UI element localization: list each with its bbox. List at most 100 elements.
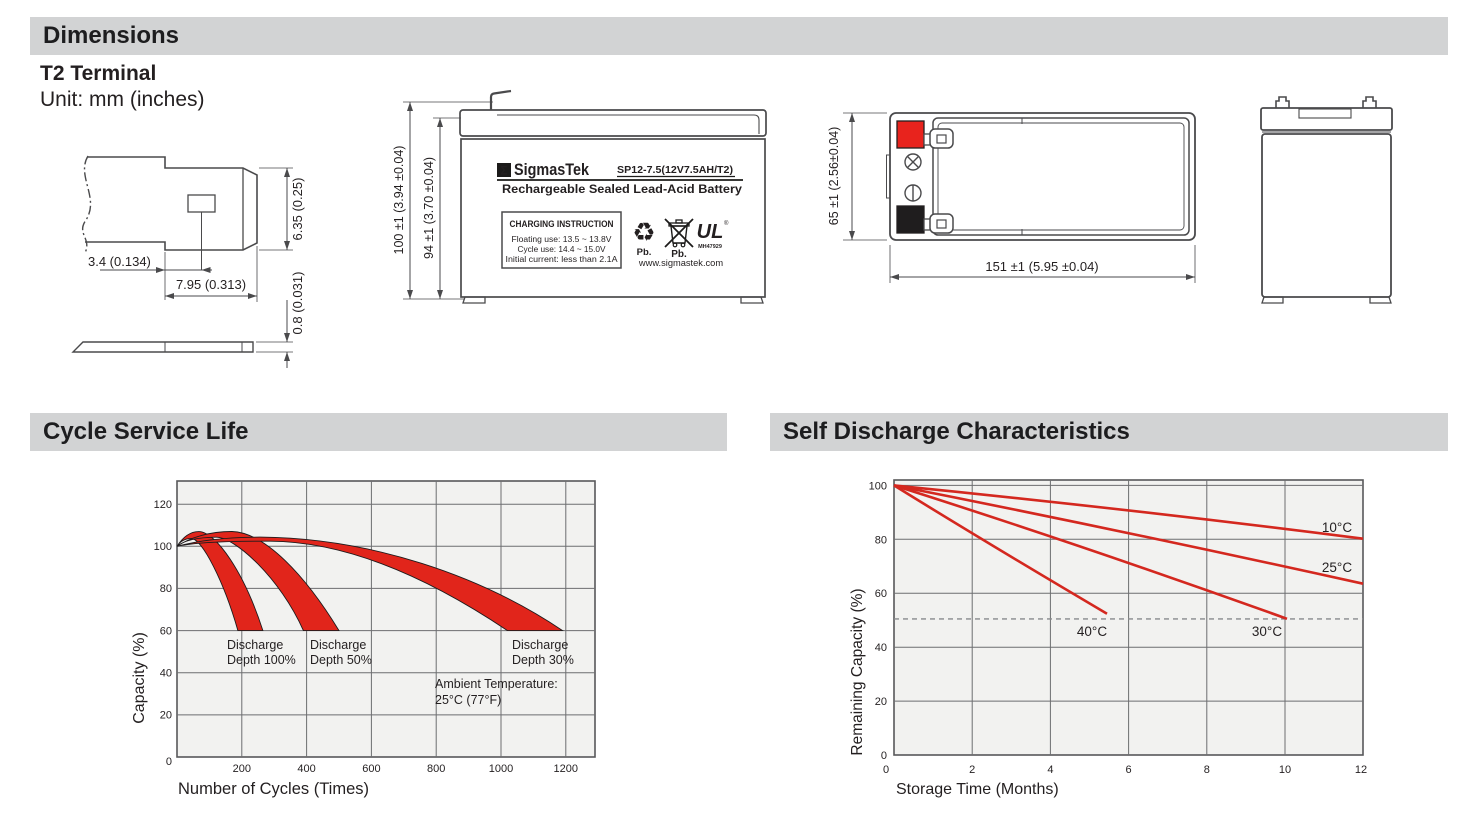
svg-text:Depth 100%: Depth 100% xyxy=(227,653,296,667)
svg-text:100: 100 xyxy=(869,480,887,492)
svg-text:600: 600 xyxy=(362,763,380,775)
ul-mark-icon: UL xyxy=(697,221,724,243)
case-inner-rim-2 xyxy=(937,122,1185,231)
pb-recycle-label: Pb. xyxy=(637,247,652,258)
pb-bin-label: Pb. xyxy=(671,249,687,260)
svg-text:40: 40 xyxy=(875,642,887,654)
svg-text:80: 80 xyxy=(875,534,887,546)
svg-text:1000: 1000 xyxy=(489,763,513,775)
charging-line-3: Initial current: less than 2.1A xyxy=(506,254,618,264)
terminal-tab xyxy=(489,89,512,110)
crossed-bin-icon xyxy=(664,218,694,248)
svg-text:120: 120 xyxy=(154,499,172,511)
battery-front-view: 100 ±1 (3.94 ±0.04) 94 ±1 (3.70 ±0.04) Σ… xyxy=(393,89,767,304)
negative-faston-tab xyxy=(923,213,954,234)
terminal-post-right xyxy=(1362,96,1377,108)
handle-recess xyxy=(1298,108,1352,119)
terminal-side-profile xyxy=(71,341,254,353)
website-url: www.sigmastek.com xyxy=(638,258,723,268)
line-30c xyxy=(893,484,1288,621)
band-labels: Discharge Depth 100% Discharge Depth 50%… xyxy=(227,638,574,667)
dod-50-band xyxy=(176,531,340,632)
temperature-labels: 10°C 25°C 40°C 30°C xyxy=(1077,520,1352,639)
terminal-type-title: T2 Terminal xyxy=(40,62,157,85)
recycle-icon: ♻ xyxy=(632,217,655,247)
break-line xyxy=(81,155,92,254)
arrowhead xyxy=(284,241,290,250)
dim-7-95-label: 7.95 (0.313) xyxy=(176,277,246,292)
dim-3-4-label: 3.4 (0.134) xyxy=(88,254,151,269)
arrowhead xyxy=(248,293,257,299)
charging-line-1: Floating use: 13.5 ~ 13.8V xyxy=(512,234,612,244)
svg-text:60: 60 xyxy=(160,625,172,637)
foot-right xyxy=(1369,296,1392,304)
terminal-post-left xyxy=(1275,96,1290,108)
arrowhead xyxy=(437,118,443,127)
svg-text:2: 2 xyxy=(969,764,975,776)
lid-inner-line xyxy=(497,114,760,134)
x-axis-title: Number of Cycles (Times) xyxy=(178,780,369,798)
y-axis-title: Capacity (%) xyxy=(131,632,148,724)
arrowhead xyxy=(890,274,899,280)
svg-text:Depth 30%: Depth 30% xyxy=(512,653,574,667)
svg-text:20: 20 xyxy=(160,710,172,722)
svg-text:200: 200 xyxy=(233,763,251,775)
svg-text:40: 40 xyxy=(160,668,172,680)
line-40c xyxy=(893,484,1108,615)
charging-line-2: Cycle use: 14.4 ~ 15.0V xyxy=(518,244,606,254)
case-inner-rim xyxy=(932,117,1190,236)
dim-151-label: 151 ±1 (5.95 ±0.04) xyxy=(985,259,1098,274)
battery-foot-right xyxy=(740,296,764,304)
line-25c xyxy=(893,484,1364,585)
arrowhead xyxy=(407,102,413,111)
svg-text:Discharge: Discharge xyxy=(512,638,568,652)
arrowhead xyxy=(849,231,855,240)
svg-text:Discharge: Discharge xyxy=(227,638,283,652)
y-axis-title: Remaining Capacity (%) xyxy=(849,588,866,755)
lid-outline xyxy=(1260,107,1393,131)
arrowhead xyxy=(437,290,443,299)
arrowhead xyxy=(284,333,290,342)
sigma-glyph: Σ xyxy=(500,164,507,178)
section-header-self-discharge: Self Discharge Characteristics xyxy=(770,413,1448,451)
battery-foot-left xyxy=(462,296,486,304)
svg-text:60: 60 xyxy=(875,588,887,600)
svg-text:0: 0 xyxy=(883,764,889,776)
section-header-dimensions: Dimensions xyxy=(30,17,1448,55)
model-number: SP12-7.5(12V7.5AH/T2) xyxy=(617,164,733,176)
section-header-cycle-life: Cycle Service Life xyxy=(30,413,727,451)
case-side-notch xyxy=(886,154,891,199)
battery-subtitle: Rechargeable Sealed Lead-Acid Battery xyxy=(502,182,742,196)
positive-faston-tab xyxy=(923,128,954,149)
svg-text:6: 6 xyxy=(1126,764,1132,776)
unit-note: Unit: mm (inches) xyxy=(40,88,205,111)
negative-terminal-marker xyxy=(896,205,925,234)
battery-body xyxy=(460,138,766,298)
cycle-service-life-chart: 120 100 80 60 40 20 0 200 400 600 800 10… xyxy=(131,480,596,798)
svg-text:4: 4 xyxy=(1047,764,1053,776)
sigma-logo-box xyxy=(497,163,511,177)
x-axis-title: Storage Time (Months) xyxy=(896,781,1059,798)
arrowhead xyxy=(407,290,413,299)
y-tick-labels: 120 100 80 60 40 20 0 xyxy=(154,499,172,768)
terminal-outline xyxy=(85,156,258,251)
charging-instruction-box xyxy=(501,211,622,269)
self-discharge-chart: 10°C 25°C 40°C 30°C 100 80 60 40 20 0 0 … xyxy=(849,479,1367,798)
section-title: Self Discharge Characteristics xyxy=(783,418,1130,445)
svg-text:20: 20 xyxy=(875,696,887,708)
dim-94-label: 94 ±1 (3.70 ±0.04) xyxy=(422,157,436,259)
vent-valve-icon xyxy=(904,153,922,171)
ul-registered-mark: ® xyxy=(724,220,729,227)
svg-text:80: 80 xyxy=(160,583,172,595)
ul-file-number: MH47929 xyxy=(698,244,722,250)
brand-name: SigmasTek xyxy=(514,160,589,179)
positive-terminal-marker xyxy=(896,120,925,149)
dod-100-band xyxy=(176,531,264,632)
svg-text:800: 800 xyxy=(427,763,445,775)
arrowhead xyxy=(165,293,174,299)
svg-text:0: 0 xyxy=(881,750,887,762)
section-title: Cycle Service Life xyxy=(43,418,249,445)
vent-valve-icon-2 xyxy=(904,184,922,202)
ambient-temperature-note: Ambient Temperature: 25°C (77°F) xyxy=(435,677,558,707)
